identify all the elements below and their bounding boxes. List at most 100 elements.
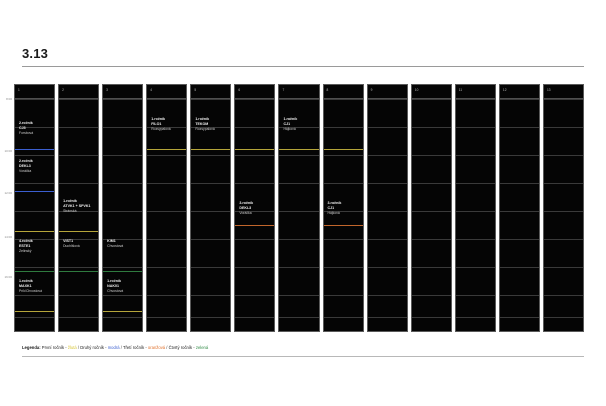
row-divider (543, 267, 584, 268)
event-year: 1.ročník (107, 279, 121, 283)
row-divider (103, 267, 143, 268)
row-divider (499, 295, 539, 296)
timetable-column[interactable]: 10 (410, 84, 452, 332)
year-boundary-line (59, 271, 99, 272)
row-divider (147, 155, 187, 156)
timetable-column[interactable]: 9 (366, 84, 408, 332)
timetable-event[interactable]: 1.ročník CJ1 Hájková (279, 113, 318, 149)
row-divider (455, 295, 495, 296)
timetable-column[interactable]: 2 1.ročník ATVK1 + SPVK1 Stránská VIST1 Duchl… (58, 84, 100, 332)
legend-item-color-word: žlutá (67, 345, 77, 350)
row-divider (455, 99, 495, 100)
timetable-column[interactable]: 4 1.ročník FILO1 Rozsypalová (146, 84, 188, 332)
timetable-event[interactable]: 2.ročník DEKL3 Voráčka (15, 155, 54, 191)
legend-item-color-word: oranžová (147, 345, 166, 350)
timetable-event[interactable]: 3.ročník CJ1 Hájková (324, 197, 363, 227)
row-divider (191, 127, 231, 128)
timetable-event[interactable]: 1.ročník NAK01 Chvostová (103, 275, 142, 311)
time-tick: 14:00 (4, 235, 12, 239)
row-divider (367, 155, 407, 156)
row-divider (367, 127, 407, 128)
event-code: KIM1 (107, 239, 116, 243)
row-divider (279, 211, 319, 212)
timetable-event[interactable]: 1.ročník FILO1 Rozsypalová (147, 113, 186, 149)
timetable-event[interactable]: VIST1 Duchlišová (59, 235, 98, 271)
row-divider (279, 127, 319, 128)
column-header-label: 8 (326, 88, 329, 92)
row-divider (103, 127, 143, 128)
row-divider (235, 127, 275, 128)
row-divider (15, 211, 55, 212)
row-divider (103, 183, 143, 184)
row-divider (103, 211, 143, 212)
row-divider (279, 295, 319, 296)
year-boundary-line (103, 311, 143, 312)
event-teacher: Hájková (283, 127, 296, 132)
event-teacher: Rozsypalová (151, 127, 171, 132)
column-header-label: 13 (546, 88, 551, 92)
row-divider (235, 239, 275, 240)
timetable-event[interactable]: 1.ročník MAXK1 Prík/Chvostová (15, 275, 54, 311)
year-boundary-line (15, 149, 55, 150)
timetable-event[interactable]: 2.ročník CJ3 Forsbová (15, 117, 54, 149)
event-year: 3.ročník (239, 201, 254, 205)
event-teacher: Hájková (327, 211, 340, 216)
row-divider (367, 317, 407, 318)
timetable-column[interactable]: 12 (498, 84, 540, 332)
timetable-column[interactable]: 5 1.ročník TEKOM Rozsypalová (190, 84, 232, 332)
timetable-column[interactable]: 1 2.ročník CJ3 Forsbová 2.ročník DEKL3 Voráčka… (14, 84, 56, 332)
timetable-column[interactable]: 11 (454, 84, 496, 332)
year-boundary-line (103, 271, 143, 272)
row-divider (411, 295, 451, 296)
row-divider (15, 99, 55, 100)
row-divider (147, 239, 187, 240)
row-divider (499, 127, 539, 128)
time-tick: 12:00 (4, 191, 12, 195)
timetable-column[interactable]: 6 3.ročník DEKL3 Voráčka (234, 84, 276, 332)
row-divider (543, 155, 584, 156)
timetable-event[interactable]: 3.ročník DEKL3 Voráčka (235, 197, 274, 227)
event-code: CJ1 (327, 206, 335, 211)
column-header: 11 (455, 85, 495, 99)
year-boundary-line (279, 149, 319, 150)
row-divider (235, 99, 275, 100)
timetable-event[interactable]: KIM1 Chvostová (103, 235, 142, 271)
year-boundary-line (59, 231, 99, 232)
timetable-column[interactable]: 3 KIM1 Chvostová 1.ročník NAK01 Chvostová (102, 84, 144, 332)
row-divider (367, 267, 407, 268)
time-tick: 8:00 (6, 97, 12, 101)
event-code: DEKL3 (19, 164, 31, 169)
timetable-event[interactable]: 4.ročník ESTE1 Zelinský (15, 235, 54, 271)
timetable-event[interactable]: 1.ročník TEKOM Rozsypalová (191, 113, 230, 149)
row-divider (455, 239, 495, 240)
column-header-label: 11 (458, 88, 463, 92)
row-divider (103, 239, 143, 240)
column-header-label: 9 (370, 88, 373, 92)
row-divider (323, 239, 363, 240)
timetable-column[interactable]: 7 1.ročník CJ1 Hájková (278, 84, 320, 332)
row-divider (411, 317, 451, 318)
legend-separator: / (165, 345, 169, 350)
column-header: 3 (103, 85, 143, 99)
row-divider (59, 267, 99, 268)
event-year: 1.ročník (283, 117, 298, 121)
row-divider (543, 211, 584, 212)
legend-item-name: Druhý ročník - (80, 345, 108, 350)
event-teacher: Stránská (63, 209, 77, 214)
timetable-event[interactable]: 1.ročník ATVK1 + SPVK1 Stránská (59, 195, 98, 231)
row-divider (235, 155, 275, 156)
column-header-label: 7 (282, 88, 285, 92)
row-divider (15, 127, 55, 128)
row-divider (279, 99, 319, 100)
timetable-column[interactable]: 8 3.ročník CJ1 Hájková (322, 84, 364, 332)
row-divider (103, 99, 143, 100)
row-divider (147, 267, 187, 268)
row-divider (455, 155, 495, 156)
row-divider (191, 155, 231, 156)
timetable-column[interactable]: 13 (542, 84, 585, 332)
row-divider (15, 183, 55, 184)
event-year: 1.ročník (151, 117, 166, 121)
year-boundary-line (191, 149, 231, 150)
row-divider (147, 183, 187, 184)
column-header: 2 (59, 85, 99, 99)
